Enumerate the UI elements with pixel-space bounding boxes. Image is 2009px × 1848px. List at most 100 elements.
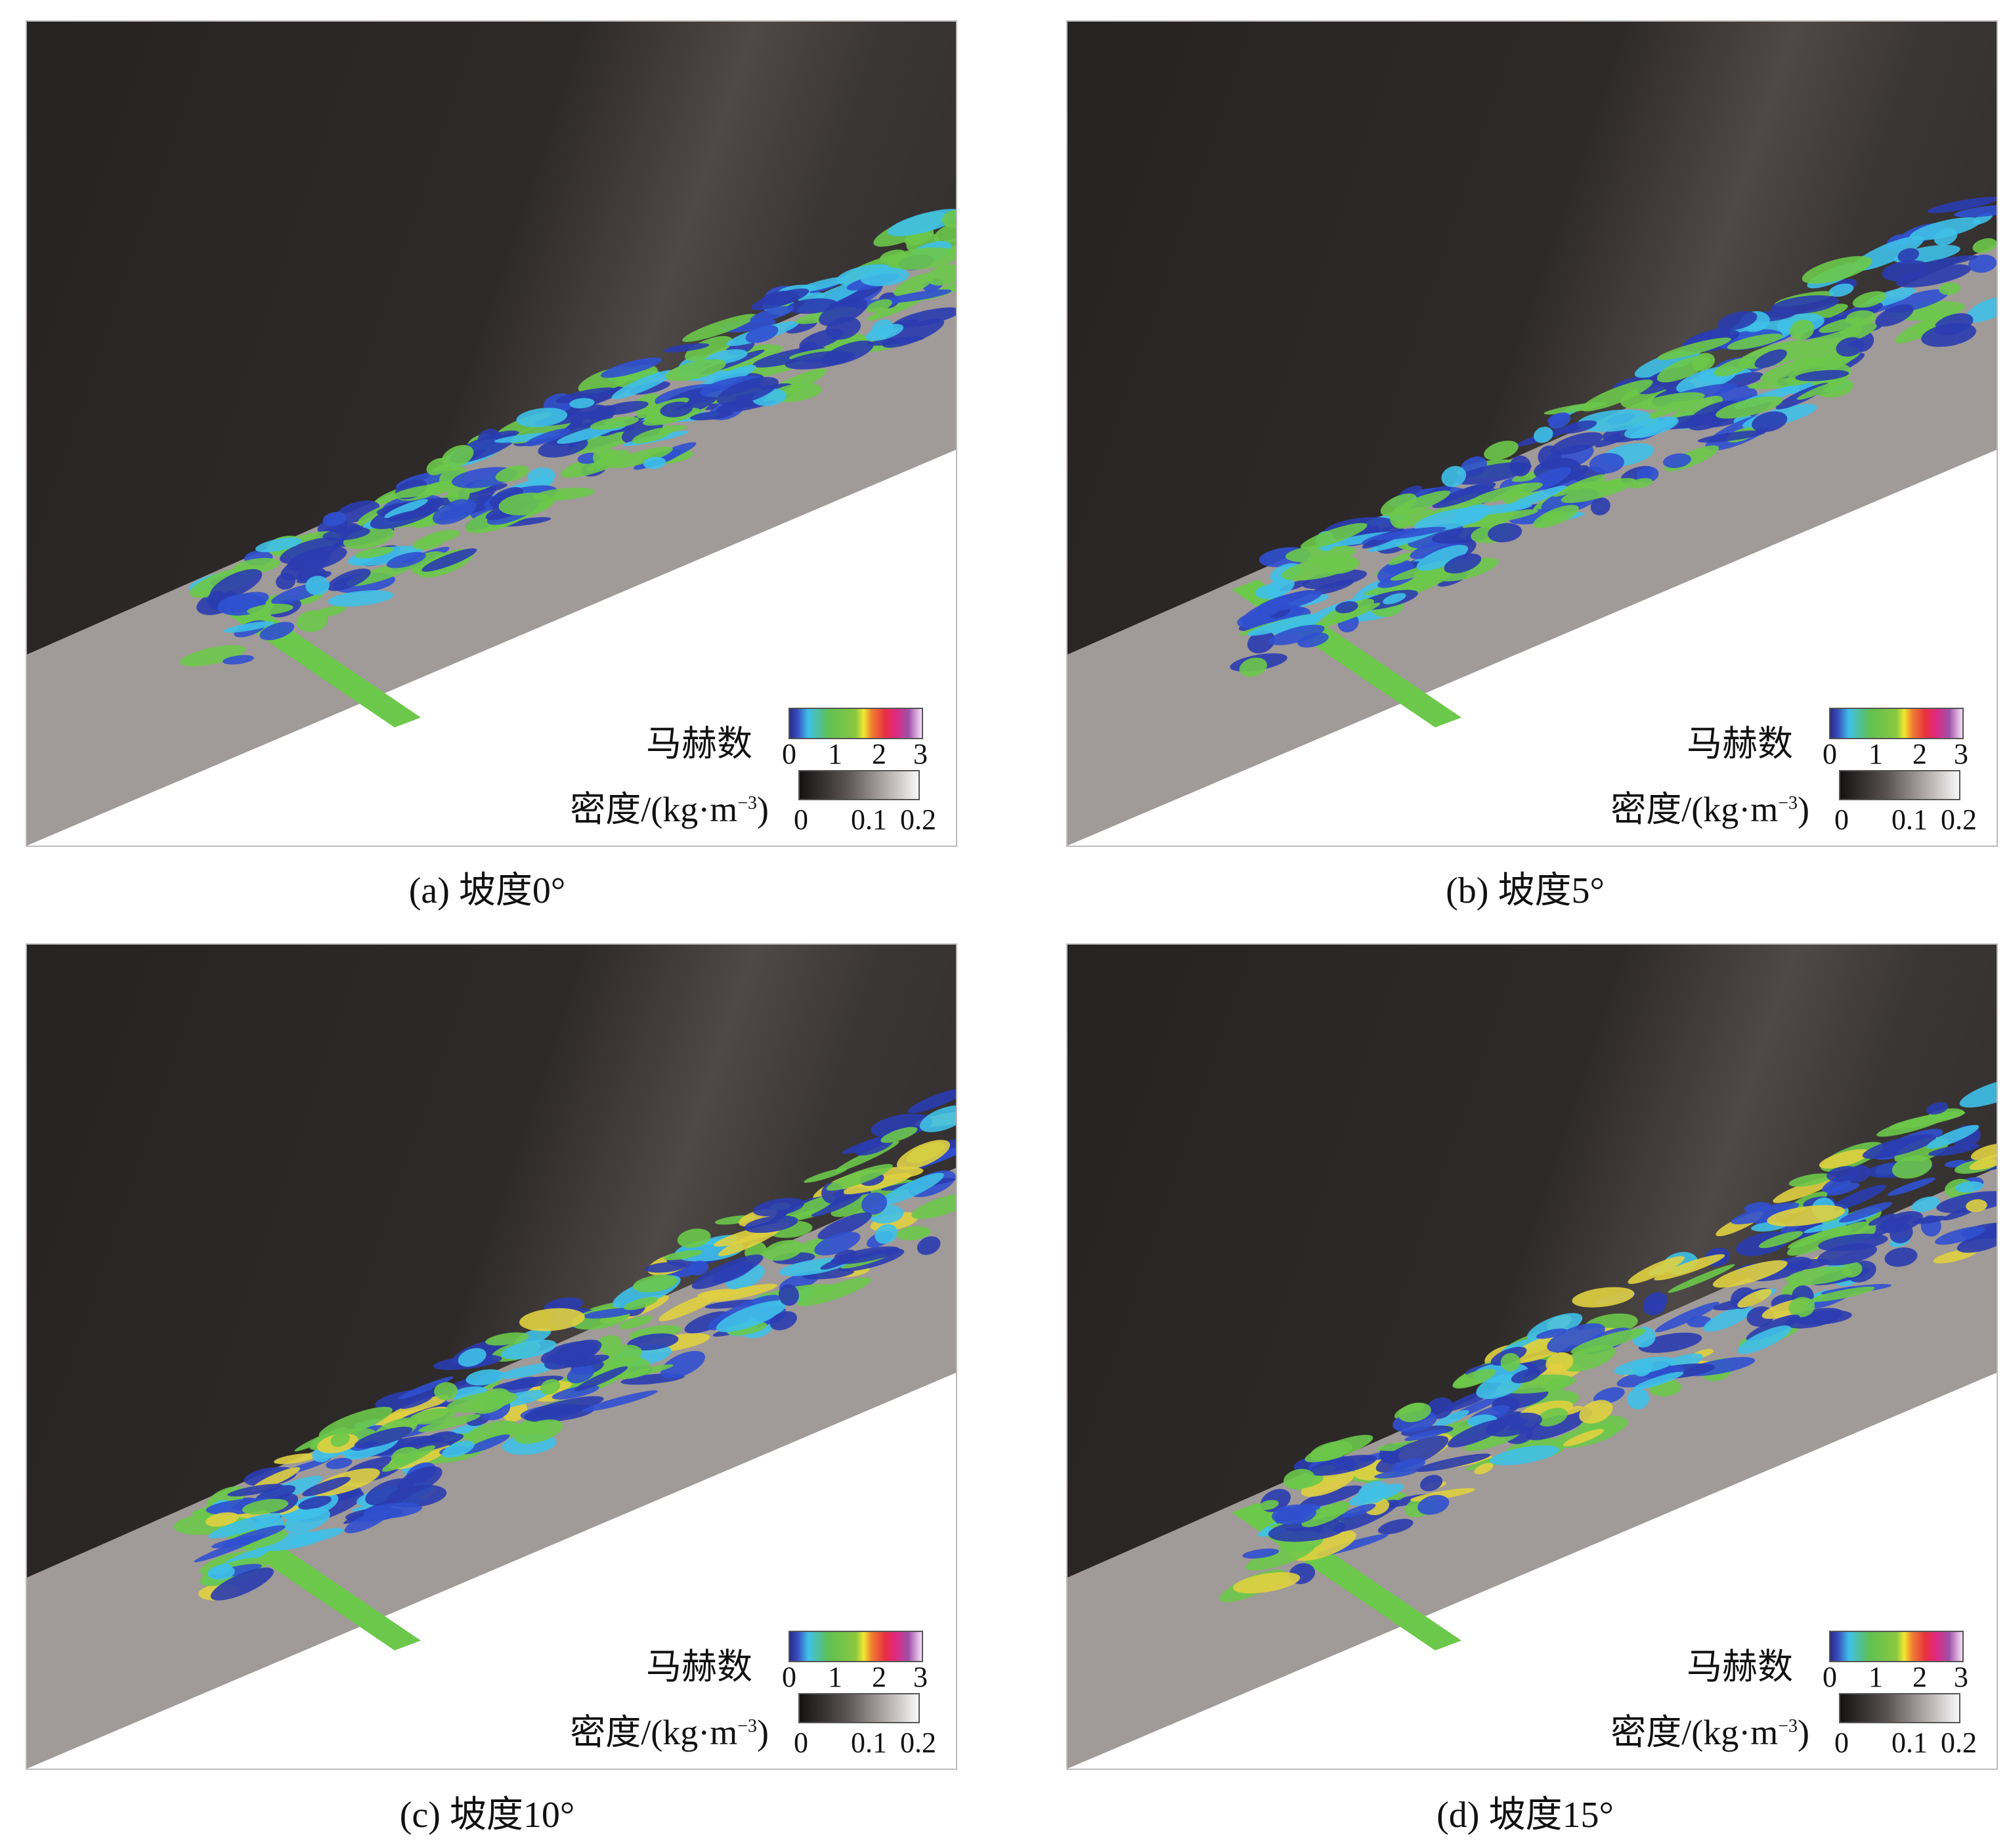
vortex-structure <box>1916 255 1978 269</box>
vortex-structure <box>498 1362 558 1379</box>
density-label-exponent: −3 <box>737 1716 758 1736</box>
white-region <box>1068 450 1997 846</box>
vortex-structure <box>1717 311 1758 331</box>
vortex-structure <box>1939 282 1960 295</box>
vortex-structure <box>448 499 469 509</box>
vortex-structure <box>1758 1231 1804 1249</box>
vortex-structure <box>441 444 474 468</box>
vortex-structure <box>1268 624 1325 645</box>
mach-tick: 1 <box>828 1661 842 1693</box>
vortex-structure <box>242 1499 289 1515</box>
vortex-structure <box>1416 544 1469 571</box>
vortex-structure <box>1570 1328 1646 1354</box>
vortex-structure <box>1257 590 1322 612</box>
vortex-structure <box>804 1167 848 1183</box>
vortex-structure <box>1577 409 1653 432</box>
vortex-structure <box>665 359 726 381</box>
vortex-structure <box>623 1297 658 1310</box>
vortex-structure <box>1453 504 1490 525</box>
mach-legend-label: 马赫数 <box>646 724 752 763</box>
density-tick: 0 <box>794 804 808 836</box>
vortex-structure <box>555 387 616 404</box>
vortex-structure <box>1887 1177 1935 1196</box>
mach-tick: 2 <box>1912 1661 1927 1693</box>
vortex-structure <box>1374 1469 1417 1479</box>
panel-caption: (c) 坡度10° <box>399 1795 575 1836</box>
vortex-structure <box>896 1140 951 1170</box>
vortex-structure <box>408 1408 456 1425</box>
vortex-structure <box>255 537 302 553</box>
vortex-structure <box>328 590 394 607</box>
density-tick: 0.1 <box>1891 804 1928 836</box>
vortex-structure <box>217 591 269 614</box>
density-colorbar <box>1839 1693 1960 1723</box>
vortex-structure <box>1968 254 1997 273</box>
vortex-structure <box>814 1232 861 1256</box>
vortex-structure <box>1300 1485 1363 1508</box>
vortex-structure <box>1485 1412 1542 1437</box>
vortex-structure <box>796 276 849 293</box>
vortex-structure <box>1654 1254 1725 1281</box>
vortex-structure <box>615 1364 674 1379</box>
vortex-structure <box>643 456 666 469</box>
vortex-structure <box>1643 1299 1666 1316</box>
density-tick: 0.2 <box>900 1727 936 1759</box>
vortex-structure <box>212 1564 232 1575</box>
vortex-structure <box>1563 1429 1605 1447</box>
vortex-structure <box>600 357 662 378</box>
vortex-structure <box>1432 482 1496 508</box>
vortex-structure <box>1868 1213 1895 1226</box>
vortex-structure <box>391 1447 420 1465</box>
vortex-structure <box>590 416 639 430</box>
vortex-structure <box>569 398 595 409</box>
panel-caption: (a) 坡度0° <box>408 870 566 911</box>
vortex-structure <box>727 1322 767 1336</box>
vortex-structure <box>917 1236 941 1255</box>
vortex-structure <box>1638 392 1705 410</box>
vortex-structure <box>290 1528 344 1545</box>
density-label-text: 密度/(kg·m <box>1610 1713 1779 1752</box>
vortex-structure <box>1891 1155 1932 1179</box>
vortex-structure <box>296 610 328 632</box>
vortex-structure <box>1388 552 1414 565</box>
vortex-structure <box>442 1440 475 1458</box>
vortex-structure <box>716 377 779 406</box>
vortex-structure <box>1703 1306 1753 1332</box>
flow-visualization <box>27 22 956 846</box>
vortex-structure <box>1933 228 1958 246</box>
simulation-panel: 马赫数 0 1 2 3 密度/(kg·m−3) 0 0.1 0.2 <box>1066 20 1998 847</box>
vortex-structure <box>1912 1215 1947 1224</box>
vortex-structure <box>894 307 956 328</box>
density-tick: 0.1 <box>851 804 887 836</box>
vortex-structure <box>1301 1469 1355 1497</box>
vortex-structure <box>1817 1243 1877 1266</box>
vortex-structure <box>1802 256 1872 284</box>
vortex-structure <box>1788 1297 1815 1318</box>
vortex-structure <box>1819 317 1863 333</box>
vortex-structure <box>941 209 956 228</box>
mach-tick: 1 <box>828 738 842 770</box>
vortex-structure <box>1590 497 1610 515</box>
vortex-structure <box>227 1484 283 1497</box>
vortex-structure <box>322 511 347 526</box>
vortex-structure <box>1242 1548 1280 1559</box>
vortex-structure <box>434 1382 458 1400</box>
vortex-structure <box>383 1394 449 1423</box>
vortex-structure <box>1712 1260 1788 1288</box>
vortex-structure <box>209 569 263 600</box>
vortex-structure <box>1311 579 1354 595</box>
vortex-structure <box>1541 510 1566 523</box>
vortex-structure <box>871 1113 933 1138</box>
vortex-structure <box>884 289 952 303</box>
density-label-text: 密度/(kg·m <box>1610 790 1779 829</box>
vortex-structure <box>1434 1410 1469 1427</box>
vortex-structure <box>1259 1499 1279 1511</box>
vortex-structure <box>632 427 673 444</box>
density-colorbar <box>798 770 920 800</box>
vortex-structure <box>687 1260 709 1276</box>
vortex-structure <box>210 1567 274 1601</box>
vortex-structure <box>1373 526 1446 540</box>
vortex-structure <box>1737 1289 1772 1308</box>
vortex-structure <box>926 264 956 286</box>
panel-caption: (d) 坡度15° <box>1437 1795 1614 1836</box>
